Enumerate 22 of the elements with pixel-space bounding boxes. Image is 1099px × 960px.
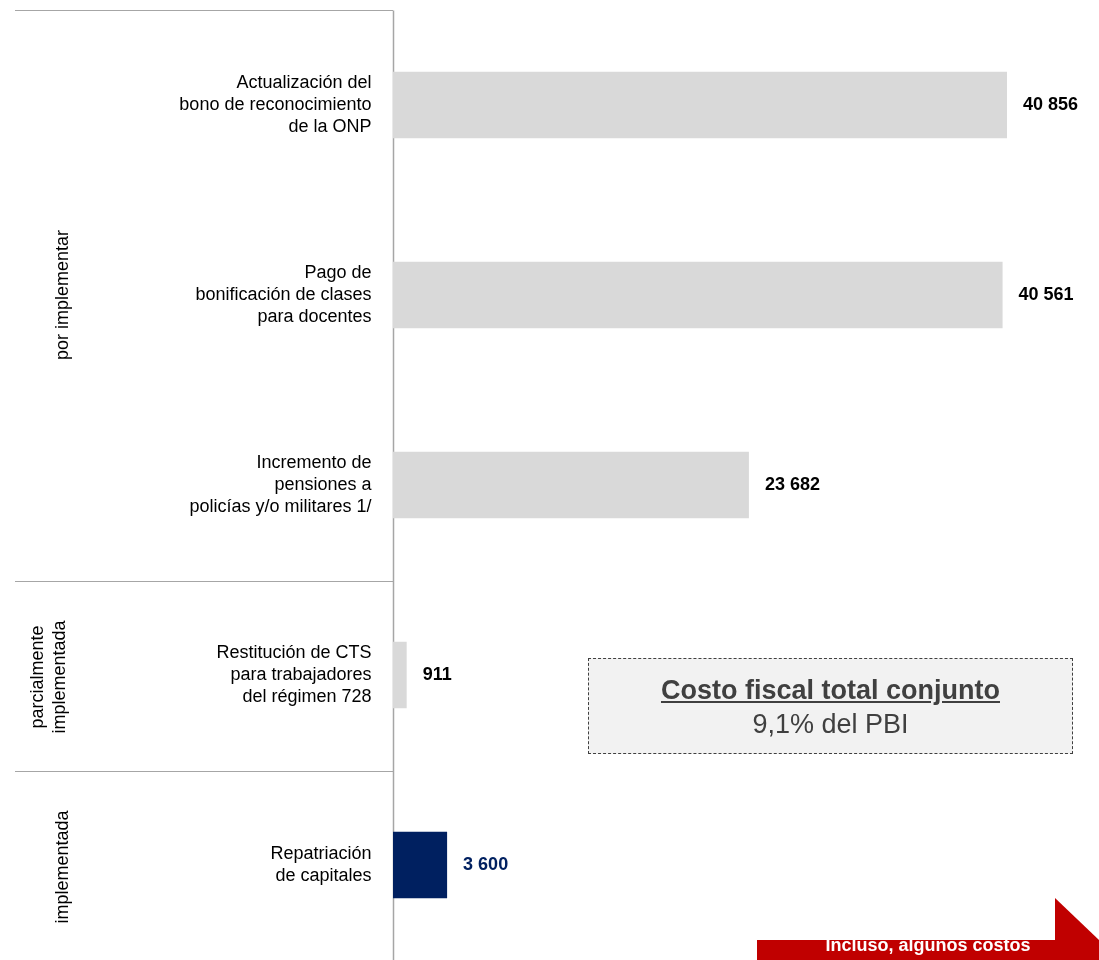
y-tick-label: Actualización del bono de reconocimiento de la ONP — [179, 72, 372, 136]
text: parcialmente implementada — [26, 619, 70, 736]
bar — [393, 641, 407, 709]
y-tick-label: Incremento de pensiones a policías y/o militares 1/ — [189, 452, 373, 516]
data-label: 3 600 — [463, 854, 509, 874]
text: implementada — [51, 809, 73, 926]
annotation: Costo fiscal total conjunto — [660, 674, 1001, 707]
text: por implementar — [51, 228, 73, 363]
data-label: 40 856 — [1023, 94, 1079, 114]
y-tick-label: Pago de bonificación de clases para docentes — [195, 262, 372, 326]
data-label: 40 561 — [1018, 284, 1074, 304]
annotation: Incluso, algunos costos — [824, 934, 1032, 957]
annotation: 9,1% del PBI — [751, 708, 910, 741]
text-box: Costo fiscal total conjunto 9,1% del PBI — [588, 658, 1073, 754]
y-tick-label: Repatriación de capitales — [270, 843, 372, 885]
data-label: 911 — [422, 664, 452, 684]
y-tick-label: Restitución de CTS para trabajadores del régimen 728 — [216, 642, 372, 706]
bar — [393, 451, 749, 519]
bar — [393, 261, 1003, 329]
bar — [393, 831, 448, 899]
bar — [393, 71, 1007, 139]
data-label: 23 682 — [764, 474, 820, 494]
